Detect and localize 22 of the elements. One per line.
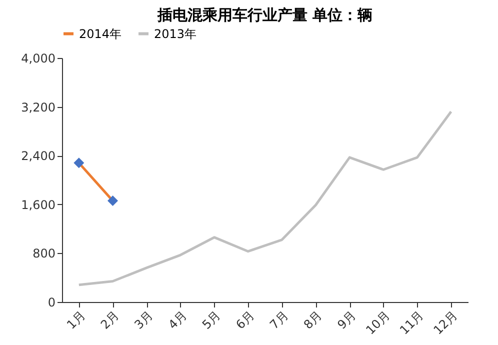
x-tick-label: 11月 [397,308,426,338]
x-tick-label: 9月 [334,308,359,332]
x-tick-label: 5月 [199,308,224,332]
y-tick-label: 4,000 [21,52,56,66]
chart-title: 插电混乘用车行业产量 单位：辆 [156,6,373,24]
y-tick-label: 2,400 [21,149,56,164]
y-tick-label: 800 [32,246,56,261]
y-tick-label: 3,200 [21,100,56,114]
y-tick-label: 0 [48,296,56,310]
x-tick-label: 3月 [132,308,156,332]
x-tick-label: 12月 [430,308,460,338]
legend-label: 2014年 [79,26,122,41]
line-series [78,110,452,286]
x-tick-label: 2月 [98,308,122,332]
x-tick-label: 8月 [300,308,325,332]
legend-label: 2013年 [154,26,197,41]
x-tick-label: 6月 [233,308,258,332]
x-tick-label: 7月 [267,308,291,332]
x-tick-label: 10月 [363,308,392,338]
y-tick-label: 1,600 [21,198,56,212]
x-tick-label: 4月 [166,308,190,332]
x-tick-label: 1月 [64,308,88,332]
